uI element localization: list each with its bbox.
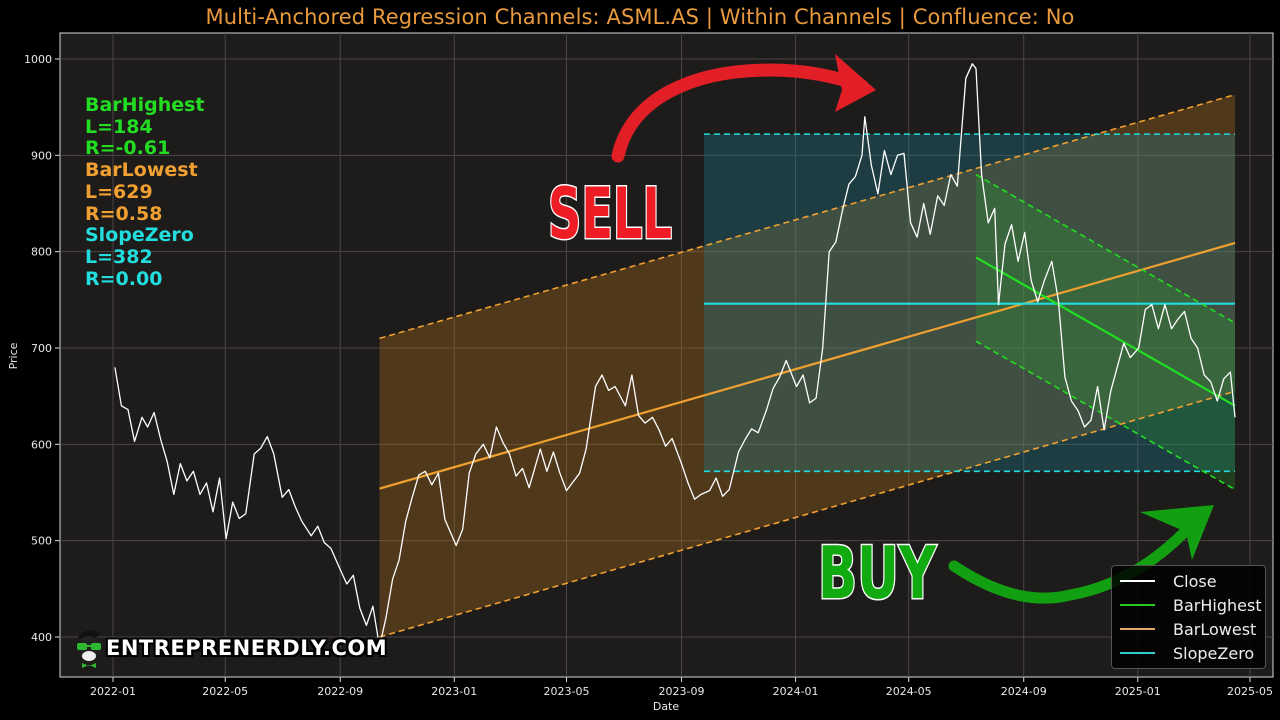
buy-text-graphic: BUY bbox=[817, 530, 939, 617]
buy-label: BUY bbox=[816, 526, 941, 617]
legend-item-close: Close bbox=[1120, 569, 1217, 593]
svg-text:SELL: SELL bbox=[548, 173, 672, 248]
stat-barlowest-r: R=0.58 bbox=[85, 202, 163, 225]
legend-item-barlowest: BarLowest bbox=[1120, 617, 1256, 641]
sell-arrow-icon bbox=[611, 54, 876, 163]
channel-regression-line bbox=[379, 241, 1236, 490]
channel-lower-band bbox=[379, 390, 1236, 638]
legend-label: Close bbox=[1173, 571, 1217, 591]
brand-watermark: ENTREPRENERDLY.COM bbox=[72, 628, 387, 668]
brand-text: ENTREPRENERDLY.COM bbox=[106, 636, 388, 660]
legend-label: BarLowest bbox=[1173, 619, 1257, 639]
chart-legend: Close BarHighest BarLowest SlopeZero bbox=[1111, 565, 1266, 669]
close-price-line bbox=[114, 63, 1236, 648]
y-tick-label: 800 bbox=[31, 246, 52, 259]
x-tick-label: 2022-01 bbox=[90, 685, 136, 698]
stat-barlowest-name: BarLowest bbox=[85, 159, 198, 182]
legend-label: BarHighest bbox=[1173, 595, 1262, 615]
y-tick-label: 500 bbox=[31, 535, 52, 548]
y-tick-label: 600 bbox=[31, 438, 52, 451]
stat-slopezero-name: SlopeZero bbox=[85, 224, 194, 247]
stat-barhighest-length: L=184 bbox=[85, 115, 153, 138]
x-tick-label: 2024-01 bbox=[773, 685, 819, 698]
y-tick-label: 700 bbox=[31, 342, 52, 355]
x-tick-label: 2023-09 bbox=[659, 685, 705, 698]
sell-label: SELL bbox=[546, 168, 676, 257]
stat-barhighest-name: BarHighest bbox=[85, 94, 205, 116]
stat-barhighest-r: R=-0.61 bbox=[85, 137, 171, 160]
buy-arrow-icon bbox=[948, 505, 1214, 604]
stat-barlowest-length: L=629 bbox=[85, 180, 153, 203]
channel-lines-barlowest bbox=[379, 93, 1236, 638]
legend-line-slopezero-icon bbox=[1120, 652, 1155, 654]
stat-slopezero-length: L=382 bbox=[85, 245, 153, 268]
channel-lines-slopezero bbox=[703, 133, 1236, 473]
close-polyline bbox=[114, 63, 1236, 648]
svg-text:BUY: BUY bbox=[818, 531, 937, 606]
channel-lines-barhighest bbox=[975, 173, 1236, 491]
y-tick-label: 900 bbox=[31, 149, 52, 162]
x-tick-label: 2024-05 bbox=[886, 685, 932, 698]
y-tick-label: 1000 bbox=[24, 53, 52, 66]
legend-item-barhighest: BarHighest bbox=[1120, 593, 1262, 617]
axes: 2022-01 2022-05 2022-09 2023-01 2023-05 2023-… bbox=[7, 53, 1273, 713]
legend-line-close-icon bbox=[1120, 580, 1155, 582]
x-axis-label: Date bbox=[653, 700, 680, 713]
regression-channels bbox=[379, 93, 1236, 638]
legend-line-barlowest-icon bbox=[1120, 628, 1155, 630]
y-tick-label: 400 bbox=[31, 631, 52, 644]
sell-text-graphic: SELL bbox=[547, 172, 674, 257]
legend-label: SlopeZero bbox=[1173, 643, 1255, 663]
legend-item-slopezero: SlopeZero bbox=[1120, 641, 1254, 665]
channel-regression-line bbox=[975, 256, 1236, 407]
legend-line-barhighest-icon bbox=[1120, 604, 1155, 606]
x-tick-label: 2024-09 bbox=[1001, 685, 1047, 698]
x-tick-label: 2023-01 bbox=[431, 685, 477, 698]
x-tick-label: 2022-09 bbox=[317, 685, 363, 698]
nerd-mascot-icon bbox=[77, 630, 101, 668]
chart-title: Multi-Anchored Regression Channels: ASML… bbox=[205, 5, 1075, 29]
channel-stats: BarHighest L=184 R=-0.61 BarLowest L=629… bbox=[85, 94, 205, 290]
plot-area bbox=[59, 32, 1274, 678]
x-tick-label: 2025-01 bbox=[1115, 685, 1161, 698]
y-axis-label: Price bbox=[7, 342, 20, 369]
x-tick-label: 2023-05 bbox=[544, 685, 590, 698]
x-tick-label: 2022-05 bbox=[202, 685, 248, 698]
stat-slopezero-r: R=0.00 bbox=[85, 267, 163, 290]
channel-upper-band bbox=[379, 93, 1236, 340]
x-tick-label: 2025-05 bbox=[1227, 685, 1273, 698]
